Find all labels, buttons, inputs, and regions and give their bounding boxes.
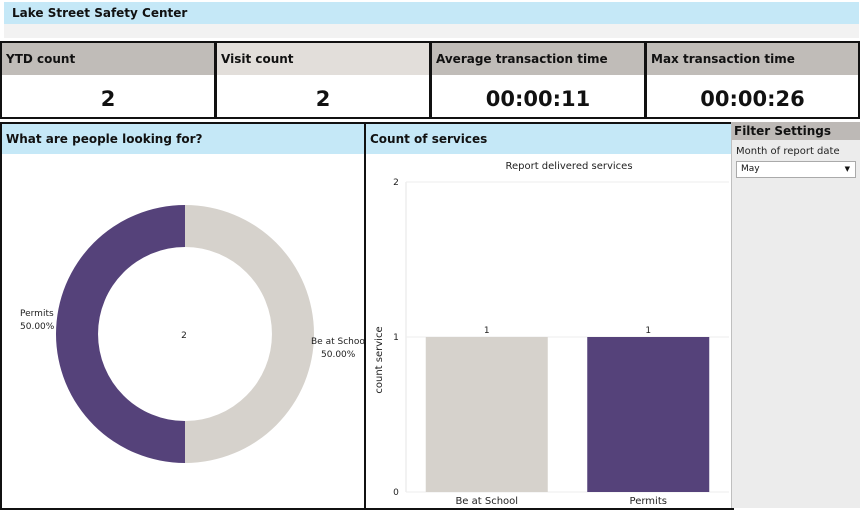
month-dropdown[interactable]: May ▼ — [736, 161, 856, 178]
caret-down-icon[interactable]: ▼ — [844, 165, 850, 173]
bar-chart-title: Report delivered services — [505, 161, 632, 172]
kpi-label: Max transaction time — [647, 43, 858, 75]
bar-data-label: 1 — [484, 326, 490, 336]
bar-data-label: 1 — [645, 326, 651, 336]
bar-be-at-school[interactable] — [425, 337, 548, 492]
bar-panel: Count of services Report delivered servi… — [364, 122, 734, 510]
kpi-max-transaction-time: Max transaction time 00:00:26 — [645, 41, 860, 119]
bar-permits[interactable] — [587, 337, 710, 492]
y-tick-label: 0 — [393, 488, 399, 498]
kpi-value: 00:00:26 — [700, 87, 805, 111]
kpi-visit-count: Visit count 2 — [215, 41, 431, 119]
y-tick-label: 2 — [393, 178, 399, 188]
title-underbar — [4, 24, 859, 38]
x-tick-label: Be at School — [455, 496, 518, 507]
donut-pct-permits: 50.00% — [20, 322, 55, 332]
donut-slice-be-at-school[interactable] — [185, 205, 314, 463]
x-tick-label: Permits — [630, 496, 667, 507]
kpi-label: Visit count — [217, 43, 429, 75]
donut-chart: 2 Permits 50.00% Be at School 50.00% — [20, 205, 364, 463]
y-axis-label: count service — [374, 326, 385, 393]
filter-month-label: Month of report date — [736, 146, 840, 157]
kpi-value: 2 — [315, 87, 331, 111]
donut-panel-title: What are people looking for? — [2, 124, 364, 154]
kpi-ytd-count: YTD count 2 — [0, 41, 216, 119]
kpi-label: Average transaction time — [432, 43, 644, 75]
donut-label-be-at-school: Be at School — [311, 337, 364, 347]
donut-panel: What are people looking for? 2 Permits 5… — [0, 122, 366, 510]
donut-label-permits: Permits — [20, 309, 54, 319]
kpi-value: 00:00:11 — [485, 87, 591, 111]
donut-center-label: 2 — [181, 331, 187, 341]
donut-pct-be-at-school: 50.00% — [321, 350, 356, 360]
y-tick-label: 1 — [393, 333, 399, 343]
donut-slice-permits[interactable] — [56, 205, 185, 463]
bar-chart: Report delivered services count service … — [374, 161, 729, 507]
filter-settings-panel: Filter Settings Month of report date May… — [731, 122, 860, 508]
month-dropdown-value: May — [741, 164, 760, 174]
kpi-value: 2 — [100, 87, 116, 111]
filter-settings-title: Filter Settings — [732, 122, 860, 140]
dashboard-title: Lake Street Safety Center — [4, 2, 859, 24]
kpi-average-transaction-time: Average transaction time 00:00:11 — [430, 41, 646, 119]
kpi-label: YTD count — [2, 43, 214, 75]
bar-panel-title: Count of services — [366, 124, 732, 154]
